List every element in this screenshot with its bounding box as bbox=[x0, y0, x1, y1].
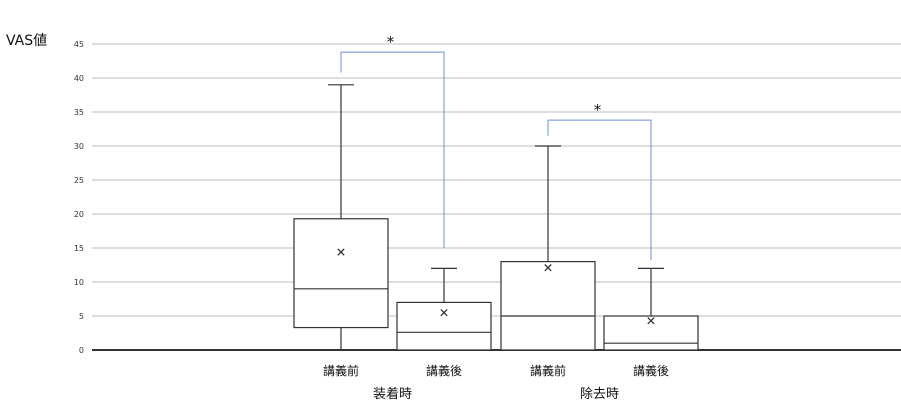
mean-marker bbox=[440, 308, 448, 317]
y-tick-label: 30 bbox=[74, 142, 84, 151]
x-tick-label: 講義前 bbox=[323, 363, 359, 378]
y-tick-label: 10 bbox=[74, 278, 84, 287]
group-label: 装着時 bbox=[373, 386, 412, 401]
y-tick-label: 35 bbox=[74, 108, 84, 117]
box-iqr bbox=[293, 218, 389, 329]
significance-bracket bbox=[547, 119, 652, 261]
box-iqr bbox=[396, 301, 492, 351]
y-axis-label: VAS値 bbox=[6, 33, 48, 49]
y-tick-label: 25 bbox=[74, 176, 84, 185]
y-tick-label: 45 bbox=[74, 40, 84, 49]
significance-label: * bbox=[387, 33, 395, 51]
box-iqr bbox=[500, 261, 596, 351]
y-tick-label: 0 bbox=[79, 346, 84, 355]
x-tick-label: 講義後 bbox=[426, 363, 462, 378]
y-tick-label: 5 bbox=[79, 312, 84, 321]
x-tick-label: 講義後 bbox=[633, 363, 669, 378]
y-tick-label: 15 bbox=[74, 244, 84, 253]
significance-label: * bbox=[594, 101, 602, 119]
group-label: 除去時 bbox=[580, 387, 619, 401]
y-tick-label: 20 bbox=[74, 210, 84, 219]
x-tick-label: 講義前 bbox=[530, 363, 566, 378]
significance-bracket bbox=[340, 51, 445, 248]
y-tick-label: 40 bbox=[74, 74, 84, 83]
mean-marker bbox=[647, 317, 655, 325]
mean-marker bbox=[544, 264, 552, 272]
mean-marker bbox=[337, 248, 345, 256]
